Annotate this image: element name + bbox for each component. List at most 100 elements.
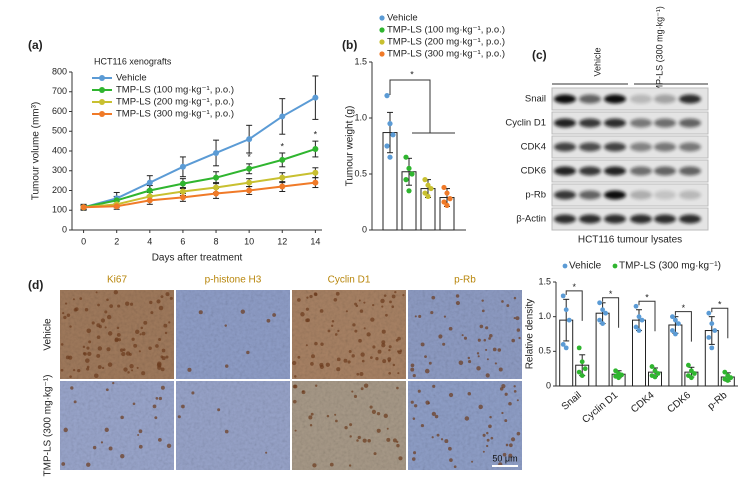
stained-nucleus [396, 440, 399, 443]
stained-nucleus [402, 294, 405, 297]
data-point [600, 307, 605, 313]
stained-nucleus [351, 354, 355, 358]
stained-nucleus [382, 359, 387, 364]
stained-nucleus [431, 436, 434, 439]
legend-label: TMP-LS (300 mg·kg⁻¹) [619, 261, 721, 272]
stained-nucleus [513, 385, 516, 388]
stained-nucleus [116, 333, 121, 337]
stained-nucleus [240, 309, 245, 314]
data-point [689, 375, 694, 381]
stained-nucleus [73, 308, 78, 312]
stained-nucleus [468, 360, 472, 364]
blot-band [654, 166, 676, 176]
stained-nucleus [377, 349, 382, 354]
panel-label: (a) [28, 38, 43, 52]
stained-nucleus [358, 299, 361, 302]
stained-nucleus [455, 300, 461, 306]
blot-band [579, 94, 601, 104]
stained-nucleus [482, 433, 486, 437]
stained-nucleus [297, 298, 301, 302]
stained-nucleus [333, 297, 338, 302]
stained-nucleus [139, 333, 142, 336]
stained-nucleus [309, 294, 313, 299]
data-point [636, 314, 642, 320]
stained-nucleus [132, 402, 136, 406]
stained-nucleus [131, 369, 134, 372]
stained-nucleus [497, 348, 502, 352]
series-line [83, 181, 316, 209]
stained-nucleus [335, 419, 338, 423]
data-point [441, 184, 447, 191]
data-point [422, 190, 428, 196]
stained-nucleus [165, 292, 170, 297]
x-tick-label: 6 [180, 236, 185, 246]
stained-nucleus [108, 446, 113, 451]
stained-nucleus [266, 318, 271, 323]
stained-nucleus [160, 367, 165, 372]
stained-nucleus [107, 362, 113, 367]
ihc-texture [408, 290, 522, 379]
stained-nucleus [448, 326, 453, 331]
stained-nucleus [62, 312, 65, 315]
stained-nucleus [69, 375, 72, 378]
protein-label: CDK6 [521, 166, 546, 177]
significance-bracket [565, 290, 583, 321]
legend-label: TMP-LS (300 mg·kg⁻¹, p.o.) [116, 109, 234, 120]
stained-nucleus [100, 441, 104, 444]
data-point [566, 317, 572, 323]
stained-nucleus [168, 321, 171, 324]
stained-nucleus [86, 346, 90, 350]
stained-nucleus [164, 331, 168, 335]
blot-band [679, 94, 701, 104]
stained-nucleus [375, 357, 379, 361]
stained-nucleus [388, 345, 392, 349]
stained-nucleus [158, 438, 162, 442]
stained-nucleus [106, 314, 112, 320]
stained-nucleus [413, 404, 418, 408]
data-point [312, 146, 319, 153]
stained-nucleus [501, 300, 504, 303]
stained-nucleus [516, 328, 521, 332]
stained-nucleus [106, 298, 109, 302]
significance-mark: * [247, 152, 251, 162]
data-point [706, 310, 712, 316]
stained-nucleus [461, 334, 464, 337]
stained-nucleus [486, 431, 489, 435]
column-label: Cyclin D1 [328, 275, 371, 286]
stained-nucleus [72, 298, 75, 301]
stained-nucleus [516, 399, 519, 402]
stained-nucleus [488, 424, 492, 429]
blot-band [630, 214, 652, 224]
stained-nucleus [293, 384, 298, 389]
stained-nucleus [383, 294, 387, 297]
stained-nucleus [60, 343, 64, 346]
data-point [576, 345, 582, 351]
blot-band [554, 142, 576, 152]
stained-nucleus [319, 364, 324, 370]
protein-label: β-Actin [516, 214, 546, 225]
stained-nucleus [141, 331, 146, 336]
ihc-texture [292, 290, 406, 379]
stained-nucleus [482, 450, 485, 453]
data-point [179, 180, 186, 187]
stained-nucleus [93, 373, 99, 379]
stained-nucleus [135, 329, 140, 334]
data-point [722, 369, 728, 375]
stained-nucleus [449, 458, 453, 462]
data-point [579, 373, 585, 378]
blot-band [679, 214, 701, 224]
stained-nucleus [225, 364, 229, 368]
stained-nucleus [394, 290, 397, 294]
data-point [213, 174, 220, 181]
stained-nucleus [138, 350, 141, 353]
stained-nucleus [305, 307, 309, 311]
y-axis-label: Tumour volume (mm³) [31, 102, 42, 201]
data-point [636, 328, 642, 333]
stained-nucleus [392, 363, 396, 367]
stained-nucleus [165, 355, 169, 359]
data-point [246, 187, 253, 194]
stained-nucleus [156, 299, 161, 304]
stained-nucleus [272, 313, 276, 317]
blot-band [630, 142, 652, 152]
stained-nucleus [506, 304, 510, 308]
